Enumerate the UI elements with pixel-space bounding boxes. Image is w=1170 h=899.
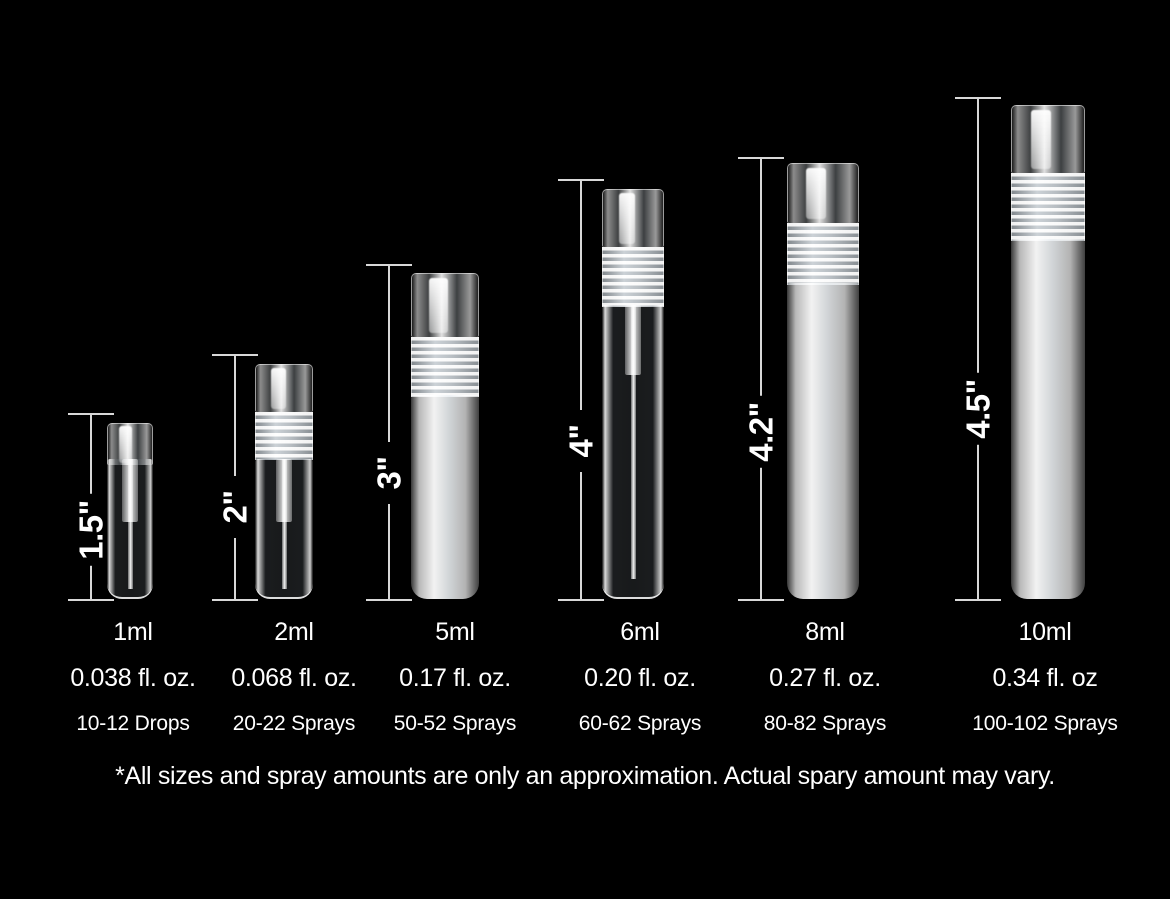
bottle-column-8ml: 4.2" 8ml 0.27 fl. oz. 80-82 Sprays bbox=[738, 0, 905, 899]
bottle-image-10ml bbox=[1011, 105, 1085, 599]
label-volume: 6ml bbox=[620, 618, 660, 646]
bottle-pump-collar bbox=[1011, 173, 1085, 241]
bottle-cap bbox=[107, 423, 153, 465]
dimension-label: 1.5" bbox=[73, 493, 110, 566]
label-volume: 8ml bbox=[805, 618, 845, 646]
label-spray-count: 80-82 Sprays bbox=[763, 712, 887, 735]
label-volume: 1ml bbox=[113, 618, 153, 646]
bottle-body bbox=[255, 459, 313, 599]
dimension-line-10ml: 4.5" bbox=[955, 97, 1001, 601]
bottle-labels: 8ml 0.27 fl. oz. 80-82 Sprays bbox=[745, 618, 905, 735]
bottle-dip-tube bbox=[631, 305, 636, 580]
bottle-pump-collar bbox=[411, 337, 479, 397]
bottle-labels: 5ml 0.17 fl. oz. 50-52 Sprays bbox=[375, 618, 535, 735]
bottle-column-5ml: 3" 5ml 0.17 fl. oz. 50-52 Sprays bbox=[366, 0, 535, 899]
footnote-disclaimer: *All sizes and spray amounts are only an… bbox=[115, 762, 1055, 790]
dimension-stem-upper bbox=[580, 179, 582, 410]
label-spray-count: 10-12 Drops bbox=[76, 712, 190, 735]
bottle-cap bbox=[602, 189, 664, 247]
dimension-line-8ml: 4.2" bbox=[738, 157, 784, 601]
dimension-stem-upper bbox=[760, 157, 762, 402]
label-spray-count: 20-22 Sprays bbox=[232, 712, 356, 735]
bottle-image-8ml bbox=[787, 163, 859, 599]
dimension-label: 4.2" bbox=[743, 396, 780, 469]
bottle-cap bbox=[1011, 105, 1085, 173]
dimension-label: 4.5" bbox=[960, 373, 997, 446]
bottle-cap bbox=[255, 364, 313, 412]
label-spray-count: 100-102 Sprays bbox=[972, 712, 1118, 735]
bottle-column-6ml: 4" 6ml 0.20 fl. oz. 60-62 Sprays bbox=[558, 0, 720, 899]
label-fluid-ounces: 0.17 fl. oz. bbox=[399, 664, 511, 692]
bottle-pump-collar bbox=[255, 412, 313, 460]
bottle-image-1ml bbox=[107, 423, 153, 599]
label-fluid-ounces: 0.27 fl. oz. bbox=[769, 664, 881, 692]
label-fluid-ounces: 0.20 fl. oz. bbox=[584, 664, 696, 692]
bottle-image-2ml bbox=[255, 364, 313, 599]
bottle-labels: 6ml 0.20 fl. oz. 60-62 Sprays bbox=[560, 618, 720, 735]
bottle-column-2ml: 2" 2ml 0.068 fl. oz. 20-22 Sprays bbox=[212, 0, 373, 899]
dimension-line-6ml: 4" bbox=[558, 179, 604, 601]
bottle-body bbox=[411, 395, 479, 599]
bottle-dip-tube bbox=[128, 459, 133, 589]
bottle-body bbox=[602, 305, 664, 599]
dimension-label: 4" bbox=[563, 418, 600, 464]
dimension-label: 3" bbox=[371, 450, 408, 496]
bottle-cap bbox=[411, 273, 479, 337]
bottle-cap bbox=[787, 163, 859, 223]
dimension-stem-lower bbox=[90, 560, 92, 601]
label-spray-count: 50-52 Sprays bbox=[393, 712, 517, 735]
label-spray-count: 60-62 Sprays bbox=[578, 712, 702, 735]
dimension-stem-upper bbox=[388, 264, 390, 442]
bottle-labels: 1ml 0.038 fl. oz. 10-12 Drops bbox=[60, 618, 206, 735]
bottle-labels: 10ml 0.34 fl. oz 100-102 Sprays bbox=[955, 618, 1135, 735]
label-volume: 10ml bbox=[1018, 618, 1072, 646]
dimension-line-5ml: 3" bbox=[366, 264, 412, 601]
label-volume: 2ml bbox=[274, 618, 314, 646]
bottle-labels: 2ml 0.068 fl. oz. 20-22 Sprays bbox=[215, 618, 373, 735]
label-fluid-ounces: 0.068 fl. oz. bbox=[231, 664, 357, 692]
bottle-image-6ml bbox=[602, 189, 664, 599]
dimension-stem-upper bbox=[234, 354, 236, 477]
dimension-stem-lower bbox=[760, 463, 762, 601]
bottle-pump-collar bbox=[602, 247, 664, 307]
label-fluid-ounces: 0.34 fl. oz bbox=[992, 664, 1098, 692]
bottle-body bbox=[787, 283, 859, 599]
dimension-line-1ml: 1.5" bbox=[68, 413, 114, 601]
label-fluid-ounces: 0.038 fl. oz. bbox=[70, 664, 196, 692]
bottle-column-10ml: 4.5" 10ml 0.34 fl. oz 100-102 Sprays bbox=[955, 0, 1135, 899]
dimension-stem-lower bbox=[234, 538, 236, 601]
bottle-dip-tube bbox=[282, 459, 287, 589]
dimension-stem-lower bbox=[580, 471, 582, 601]
bottle-pump-collar bbox=[787, 223, 859, 285]
dimension-stem-upper bbox=[90, 413, 92, 499]
dimension-line-2ml: 2" bbox=[212, 354, 258, 601]
label-volume: 5ml bbox=[435, 618, 475, 646]
bottle-column-1ml: 1.5" 1ml 0.038 fl. oz. 10-12 Drops bbox=[60, 0, 206, 899]
dimension-label: 2" bbox=[217, 484, 254, 530]
dimension-stem-lower bbox=[977, 440, 979, 601]
dimension-stem-lower bbox=[388, 503, 390, 601]
bottle-body bbox=[107, 459, 153, 599]
dimension-stem-upper bbox=[977, 97, 979, 379]
bottle-body bbox=[1011, 239, 1085, 599]
bottle-image-5ml bbox=[411, 273, 479, 599]
